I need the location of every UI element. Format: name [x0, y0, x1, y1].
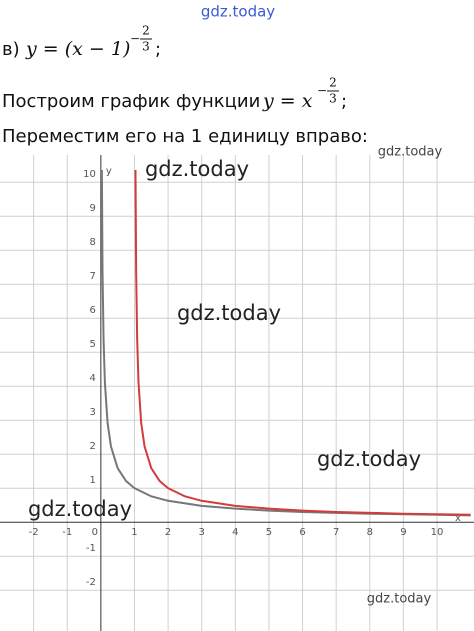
- origin-label: 0: [92, 527, 98, 538]
- y-tick-label: 9: [89, 203, 95, 214]
- formula: y = (x − 1): [25, 38, 130, 60]
- y-tick-label: 2: [89, 441, 95, 452]
- x-tick-label: 4: [232, 527, 238, 538]
- watermark: gdz.today: [367, 592, 432, 607]
- exponent-sign: −: [317, 84, 327, 98]
- watermark: gdz.today: [201, 3, 275, 21]
- y-axis-label: y: [106, 166, 112, 177]
- x-tick-label: 5: [266, 527, 272, 538]
- y-tick-label: -1: [86, 543, 96, 554]
- semicolon: ;: [155, 39, 161, 60]
- y-tick-label: -2: [86, 577, 96, 588]
- y-tick-label: 4: [89, 373, 95, 384]
- y-tick-label: 3: [89, 407, 95, 418]
- curve: [134, 169, 471, 516]
- text: Построим график функции: [2, 91, 260, 112]
- x-tick-label: 3: [199, 527, 205, 538]
- exponent-denominator: 3: [329, 92, 337, 106]
- x-tick-label: 1: [131, 527, 137, 538]
- watermark: gdz.today: [28, 497, 132, 521]
- x-tick-label: 9: [400, 527, 406, 538]
- y-tick-label: 8: [89, 237, 95, 248]
- x-tick-label: -2: [29, 527, 39, 538]
- y-tick-label: 5: [89, 339, 95, 350]
- y-tick-label: 7: [89, 271, 95, 282]
- watermark: gdz.today: [378, 145, 443, 160]
- x-tick-label: 8: [367, 527, 373, 538]
- watermark: gdz.today: [177, 301, 281, 325]
- y-tick-label: 10: [83, 169, 96, 180]
- x-tick-label: -1: [62, 527, 72, 538]
- curve: [100, 169, 471, 517]
- exponent-denominator: 3: [142, 40, 150, 54]
- x-tick-label: 6: [299, 527, 305, 538]
- x-tick-label: 7: [333, 527, 339, 538]
- semicolon: ;: [341, 91, 347, 112]
- exponent-numerator: 2: [329, 76, 337, 90]
- plot: -2 -1 1 2 3 4 5 6 7 8 9 10 -2 -1 1 2 3 4 5 6 7 8 9 10 x y 0: [0, 155, 474, 631]
- text: Переместим его на 1 единицу вправо:: [2, 126, 368, 147]
- exponent-sign: −: [130, 32, 140, 46]
- item-label: в): [2, 39, 20, 60]
- y-tick-label: 1: [89, 475, 95, 486]
- formula: y = x: [262, 90, 313, 112]
- x-tick-label: 2: [165, 527, 171, 538]
- y-tick-label: 6: [89, 305, 95, 316]
- x-tick-label: 10: [431, 527, 444, 538]
- watermark: gdz.today: [317, 447, 421, 471]
- exponent-numerator: 2: [142, 24, 150, 38]
- watermark: gdz.today: [145, 157, 249, 181]
- x-axis-label: x: [455, 513, 461, 524]
